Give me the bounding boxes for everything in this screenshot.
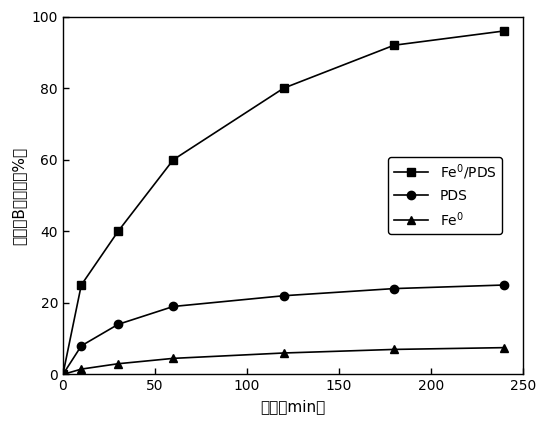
X-axis label: 时间（min）: 时间（min） — [260, 399, 325, 414]
Y-axis label: 罗丹明B降解率（%）: 罗丹明B降解率（%） — [11, 147, 26, 245]
Legend: Fe$^0$/PDS, PDS, Fe$^0$: Fe$^0$/PDS, PDS, Fe$^0$ — [388, 157, 502, 234]
